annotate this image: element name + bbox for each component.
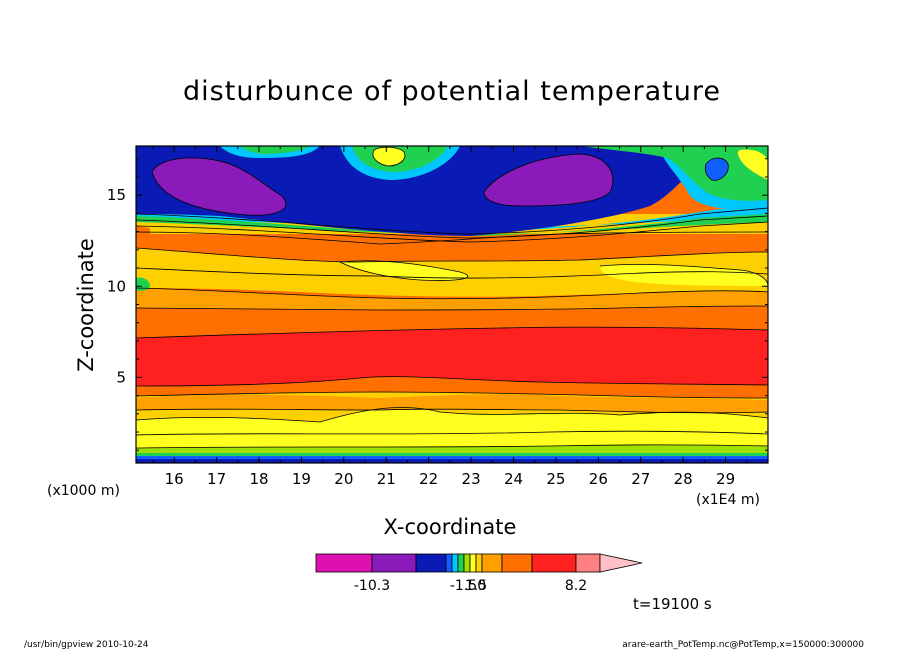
- y-tick-label: 5: [116, 368, 126, 386]
- x-tick-label: 23: [462, 470, 481, 488]
- x-tick-label: 21: [377, 470, 396, 488]
- band-cyan-trans: [136, 200, 768, 232]
- colorbar-label: 8.2: [565, 578, 587, 594]
- x-tick-label: 17: [207, 470, 226, 488]
- band-blue-topright: [705, 158, 729, 181]
- colorbar-segment: [415, 553, 447, 573]
- x-tick-label: 25: [546, 470, 565, 488]
- x-tick-label: 24: [504, 470, 523, 488]
- contour-fill-layer: [136, 146, 768, 463]
- colorbar-segment: [451, 553, 459, 573]
- x-tick-label: 19: [292, 470, 311, 488]
- colorbar-segment: [481, 553, 503, 573]
- x-unit-note-left: (x1000 m): [47, 483, 120, 499]
- colorbar-segment: [501, 553, 533, 573]
- x-tick-label: 29: [716, 470, 735, 488]
- band-navy-bottom: [136, 459, 768, 463]
- colorbar-segment: [457, 553, 465, 573]
- footer-source: arare-earth_PotTemp.nc@PotTemp,x=150000:…: [622, 640, 864, 650]
- band-orange-lowlayer: [136, 394, 768, 413]
- x-tick-label: 28: [674, 470, 693, 488]
- colorbar-arrow: [599, 553, 643, 573]
- band-purple-left: [152, 157, 286, 216]
- footer-command: /usr/bin/gpview 2010-10-24: [24, 640, 149, 650]
- colorbar-label: -1.50: [450, 578, 486, 594]
- colorbar-segment: [445, 553, 453, 573]
- x-tick-label: 26: [589, 470, 608, 488]
- x-tick-label: 16: [165, 470, 184, 488]
- colorbar-label: -10.3: [354, 578, 390, 594]
- colorbar: -10.3 -1.501.5 8.2: [315, 553, 643, 594]
- y-tick-label: 15: [107, 186, 126, 204]
- band-green-trans: [136, 214, 768, 236]
- x-tick-label: 27: [631, 470, 650, 488]
- band-purple-right: [484, 154, 613, 206]
- axis-ticks: [136, 146, 769, 463]
- y-axis-label: Z-coordinate: [74, 238, 98, 372]
- colorbar-segment: [315, 553, 373, 573]
- band-yellow-low: [136, 407, 768, 450]
- y-tick-label: 10: [107, 277, 126, 295]
- x-unit-note-right: (x1E4 m): [696, 492, 760, 508]
- colorbar-segment: [531, 553, 577, 573]
- x-tick-label: 22: [419, 470, 438, 488]
- colorbar-segment: [575, 553, 601, 573]
- x-axis-label: X-coordinate: [383, 515, 517, 539]
- band-blue-bottom: [136, 456, 768, 460]
- band-orange-upperlayer: [136, 232, 768, 261]
- contour-lines: [136, 146, 768, 449]
- x-tick-label: 18: [249, 470, 268, 488]
- band-yellow-upper: [340, 260, 768, 286]
- band-green-top: [240, 146, 768, 201]
- band-cyan-top: [220, 146, 768, 209]
- colorbar-segment: [469, 553, 477, 573]
- colorbar-label: 1.5: [465, 578, 487, 594]
- band-orange-leftedge: [136, 226, 150, 240]
- colorbar-segment: [463, 553, 471, 573]
- band-green-leftedge: [136, 277, 150, 291]
- time-label: t=19100 s: [633, 595, 712, 613]
- band-green-bottom: [136, 453, 768, 457]
- band-red-core: [136, 327, 768, 386]
- colorbar-segment: [475, 553, 483, 573]
- colorbar-segment: [371, 553, 417, 573]
- axis-tick-labels: 16 17 18 19 20 21 22 23 24 25 26 27 28 29 5 10 15: [107, 186, 735, 488]
- chart-title: disturbunce of potential temperature: [183, 76, 721, 107]
- x-tick-label: 20: [334, 470, 353, 488]
